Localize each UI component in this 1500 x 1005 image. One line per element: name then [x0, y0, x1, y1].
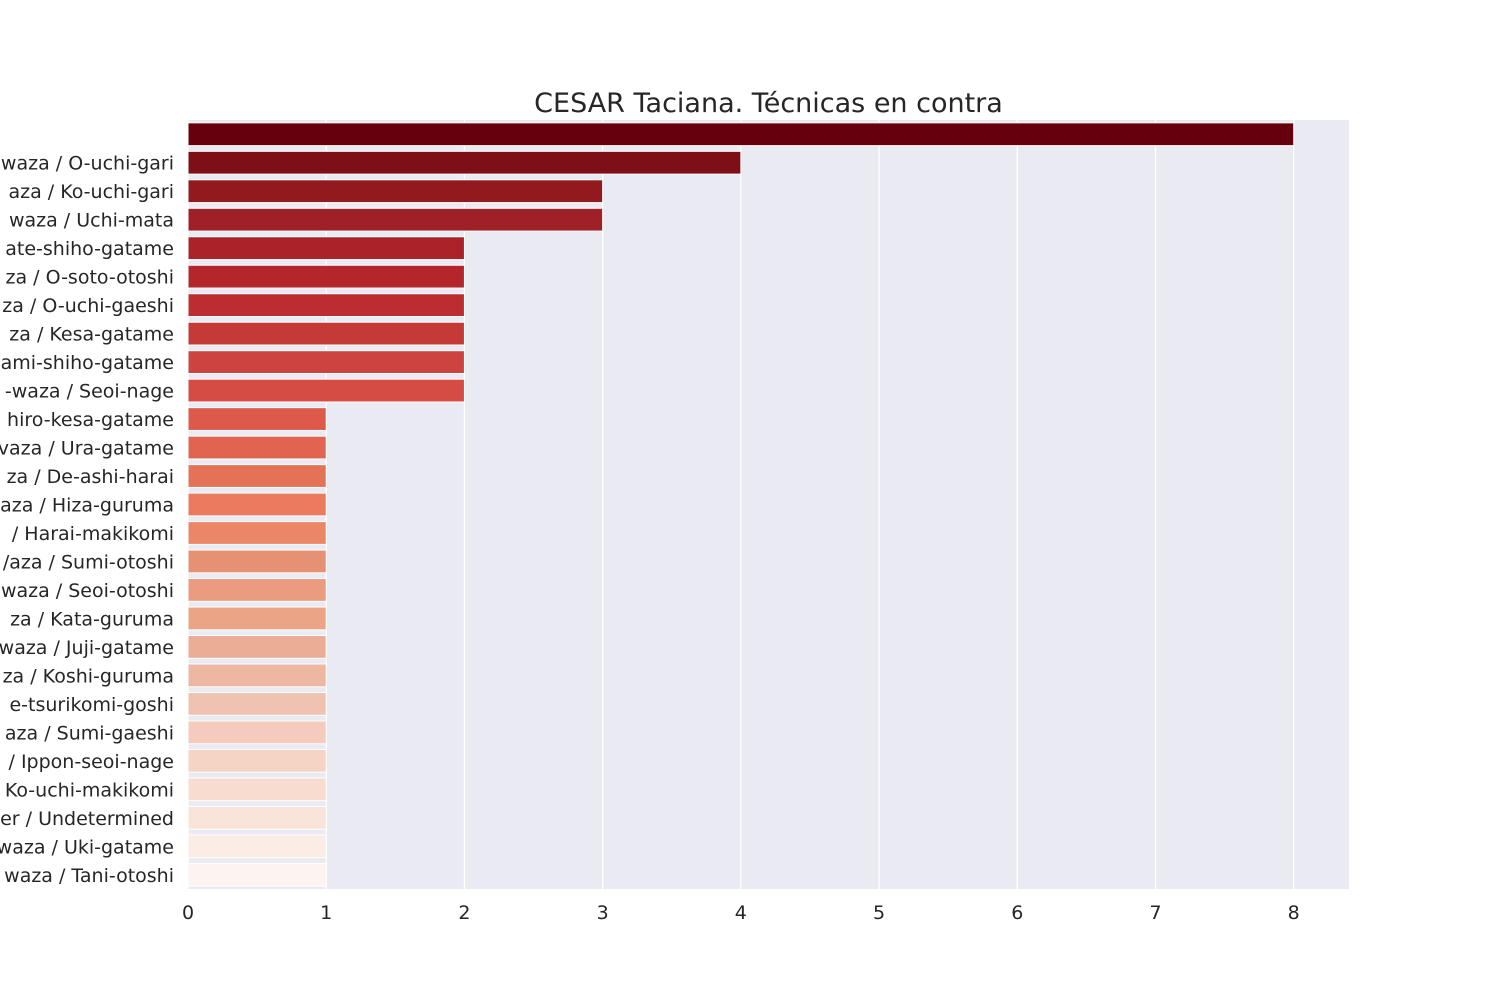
plot-background [188, 120, 1349, 889]
bar [187, 378, 465, 403]
x-tick-label: 0 [182, 902, 194, 924]
y-tick-label: za / O-soto-otoshi [5, 267, 174, 289]
bar [187, 777, 327, 802]
y-tick-label: waza / Tani-otoshi [4, 865, 174, 887]
y-tick-label: za / O-uchi-gaeshi [2, 295, 174, 317]
y-tick-label: za / Kata-guruma [10, 608, 174, 630]
bar [187, 862, 327, 887]
bar [187, 805, 327, 830]
y-tick-label: -waza / Seoi-nage [5, 381, 174, 403]
y-tick-label: za / De-ashi-harai [7, 466, 174, 488]
bar [187, 150, 742, 175]
bar [187, 691, 327, 716]
x-tick-label: 4 [735, 902, 747, 924]
bar [187, 549, 327, 574]
bar [187, 321, 465, 346]
bar [187, 492, 327, 517]
x-tick-label: 8 [1288, 902, 1300, 924]
y-tick-label: za / Kesa-gatame [9, 324, 174, 346]
bar [187, 464, 327, 488]
x-tick-label: 1 [320, 902, 332, 924]
y-tick-label: /aza / Sumi-otoshi [3, 551, 174, 573]
y-tick-label: za / Koshi-guruma [3, 665, 174, 687]
y-tick-label: Ko-uchi-makikomi [5, 779, 174, 801]
y-tick-label: waza / Uchi-mata [9, 210, 174, 232]
y-tick-label: aza / Hiza-guruma [0, 495, 174, 517]
y-tick-label: / Ippon-seoi-nage [9, 751, 174, 773]
y-tick-label: er / Undetermined [0, 808, 174, 830]
bar [187, 293, 465, 318]
bar [187, 748, 327, 773]
y-tick-label: ami-shiho-gatame [1, 352, 174, 374]
x-tick-labels: 0 1 2 3 4 5 6 7 8 [182, 902, 1300, 924]
y-tick-label: waza / Uki-gatame [0, 836, 174, 858]
bar [187, 663, 327, 688]
bar [187, 407, 327, 431]
y-tick-label: aza / Sumi-gaeshi [5, 722, 174, 744]
y-tick-label: aza / Ko-uchi-gari [8, 181, 174, 203]
y-tick-label: hiro-kesa-gatame [7, 409, 174, 431]
bar [187, 236, 465, 261]
bar [187, 350, 465, 374]
bar [187, 122, 1295, 147]
x-tick-label: 5 [873, 902, 885, 924]
bar [187, 207, 604, 232]
y-tick-labels: waza / O-uchi-gari aza / Ko-uchi-gari waza… [0, 153, 174, 887]
bar [187, 720, 327, 745]
y-tick-label: waza / Seoi-otoshi [1, 580, 174, 602]
y-tick-label: waza / O-uchi-gari [1, 153, 174, 175]
bar [187, 606, 327, 631]
bar [187, 635, 327, 659]
x-tick-label: 3 [597, 902, 609, 924]
y-tick-label: waza / Juji-gatame [0, 637, 174, 659]
bar [187, 834, 327, 859]
bar [187, 578, 327, 602]
y-tick-label: e-tsurikomi-goshi [9, 694, 174, 716]
bar [187, 264, 465, 289]
y-tick-label: vaza / Ura-gatame [0, 438, 174, 460]
x-tick-label: 7 [1149, 902, 1161, 924]
chart-title: CESAR Taciana. Técnicas en contra [534, 88, 1003, 119]
y-tick-label: ate-shiho-gatame [5, 238, 174, 260]
bar [187, 435, 327, 460]
bars [187, 122, 1295, 887]
x-tick-label: 2 [458, 902, 470, 924]
x-tick-label: 6 [1011, 902, 1023, 924]
bar [187, 521, 327, 545]
y-tick-label: / Harai-makikomi [12, 523, 174, 545]
bar [187, 179, 604, 204]
